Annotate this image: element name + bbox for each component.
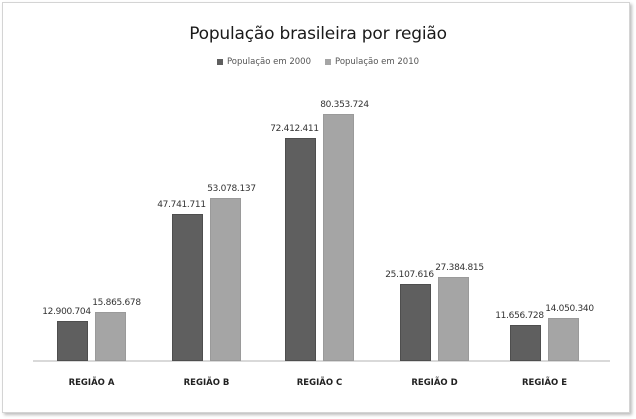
x-tick-label: REGIÃO A <box>68 378 115 388</box>
legend-swatch-2000 <box>216 59 223 65</box>
bar-2000 <box>57 321 88 361</box>
bar-2010 <box>210 198 241 361</box>
data-label: 15.865.678 <box>92 298 141 308</box>
chart-legend: População em 2000 População em 2010 <box>0 57 636 67</box>
bar-2010 <box>323 114 354 361</box>
data-label: 14.050.340 <box>545 304 594 314</box>
x-tick-label: REGIÃO D <box>411 378 458 388</box>
bar-2000 <box>285 138 316 361</box>
data-label: 53.078.137 <box>207 184 256 194</box>
x-axis-line <box>33 360 610 362</box>
data-label: 12.900.704 <box>42 307 91 317</box>
x-tick-label: REGIÃO B <box>183 378 230 388</box>
bar-2000 <box>400 284 431 361</box>
x-tick-label: REGIÃO C <box>296 378 343 388</box>
legend-swatch-2010 <box>325 59 331 65</box>
x-tick-label: REGIÃO E <box>521 378 568 388</box>
legend-label-2000: População em 2000 <box>226 57 311 67</box>
chart-title: População brasileira por região <box>189 24 447 44</box>
legend-item-2010: População em 2010 <box>325 57 419 67</box>
bar-2000 <box>510 325 541 361</box>
bar-2010 <box>95 312 126 361</box>
data-label: 27.384.815 <box>435 263 484 273</box>
data-label: 47.741.711 <box>157 200 206 210</box>
bar-2010 <box>438 277 469 361</box>
bar-2000 <box>172 214 203 361</box>
bar-2010 <box>548 318 579 361</box>
data-label: 72.412.411 <box>270 124 319 134</box>
legend-label-2010: População em 2010 <box>335 57 420 67</box>
data-label: 80.353.724 <box>320 100 369 110</box>
legend-item-2000: População em 2000 <box>216 57 311 67</box>
data-label: 11.656.728 <box>495 311 544 321</box>
data-label: 25.107.616 <box>385 270 434 280</box>
